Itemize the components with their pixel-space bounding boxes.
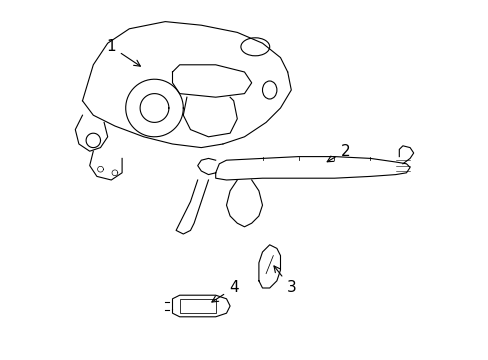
Text: 4: 4 [211, 280, 238, 302]
Text: 3: 3 [273, 266, 296, 296]
Text: 2: 2 [326, 144, 349, 162]
Bar [179, 299, 215, 313]
Text: 1: 1 [106, 39, 140, 66]
